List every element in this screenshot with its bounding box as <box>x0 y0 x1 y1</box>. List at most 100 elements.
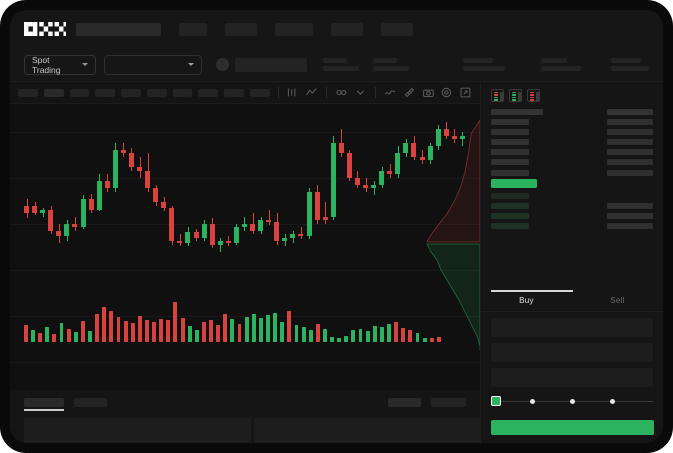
settings-gear-icon[interactable] <box>440 86 453 99</box>
drawing-tools-icon[interactable] <box>335 86 348 99</box>
slider-handle[interactable] <box>491 396 501 406</box>
candle-body <box>169 207 175 242</box>
price-chart[interactable] <box>10 104 480 390</box>
candle-wick <box>325 202 327 224</box>
volume-bar <box>330 336 334 342</box>
candle-body <box>88 198 94 210</box>
order-book-row[interactable] <box>491 159 653 166</box>
nav-search-box[interactable] <box>76 22 161 36</box>
camera-icon[interactable] <box>422 86 435 99</box>
candle-body <box>250 223 256 231</box>
candle-body <box>145 170 151 189</box>
fullscreen-icon[interactable] <box>459 86 472 99</box>
tab-buy[interactable]: Buy <box>481 290 572 311</box>
timeframe-5m[interactable] <box>43 88 64 97</box>
timeframe-15m[interactable] <box>69 88 90 97</box>
order-book-last-price[interactable] <box>491 179 653 189</box>
timeframe-1m[interactable] <box>18 88 38 97</box>
bottom-action-2[interactable] <box>431 397 466 407</box>
orders-tabs <box>10 390 480 414</box>
tab-open-orders[interactable] <box>24 397 64 407</box>
stat-24h-high <box>373 58 409 71</box>
nav-item-5[interactable] <box>381 22 413 36</box>
candle-body <box>371 184 377 189</box>
order-book-row[interactable] <box>491 128 653 135</box>
order-total-input[interactable] <box>491 368 653 387</box>
candle-body <box>112 149 118 189</box>
timeframe-1mo[interactable] <box>224 88 244 97</box>
volume-bar <box>137 316 142 342</box>
volume-bar <box>401 327 406 342</box>
volume-bar <box>365 331 370 342</box>
ticker-stats <box>323 58 649 71</box>
slider-stop-50[interactable] <box>570 398 575 404</box>
nav-item-1[interactable] <box>179 22 207 36</box>
candle-body <box>403 142 409 154</box>
bottom-action-1[interactable] <box>388 397 421 407</box>
timeframe-4h[interactable] <box>146 88 167 97</box>
timeframe-more[interactable] <box>249 88 270 97</box>
volume-bar <box>372 326 377 342</box>
timeframe-1w[interactable] <box>198 88 218 97</box>
orderbook-both-icon[interactable] <box>491 89 504 102</box>
amount-percent-slider[interactable] <box>491 395 653 407</box>
chevron-down-icon[interactable] <box>354 86 367 99</box>
okx-logo-icon[interactable] <box>24 22 66 36</box>
order-book-row[interactable] <box>491 223 653 230</box>
line-chart-icon[interactable] <box>384 86 397 99</box>
slider-stop-25[interactable] <box>530 398 535 404</box>
volume-bar <box>315 324 320 342</box>
timeframe-30m[interactable] <box>95 88 115 97</box>
orderbook-bids-icon[interactable] <box>509 89 522 102</box>
indicators-icon[interactable] <box>305 86 318 99</box>
toolbar-divider <box>326 87 328 98</box>
candle-body <box>258 220 264 231</box>
candle-body <box>354 177 360 185</box>
order-book-row[interactable] <box>491 118 653 125</box>
nav-item-3[interactable] <box>275 22 313 36</box>
stat-24h-volume <box>541 58 581 71</box>
volume-bar <box>294 325 299 342</box>
slider-stop-75[interactable] <box>610 398 615 404</box>
market-type-dropdown[interactable]: Spot Trading <box>24 54 97 75</box>
order-book-row[interactable] <box>491 169 653 176</box>
candle-body <box>395 153 401 175</box>
nav-item-4[interactable] <box>331 22 363 36</box>
tab-order-history[interactable] <box>74 397 107 407</box>
candle-body <box>201 223 207 238</box>
order-book-row[interactable] <box>491 149 653 156</box>
volume-bar <box>145 319 149 342</box>
volume-bar <box>194 329 199 342</box>
order-book-row[interactable] <box>491 192 653 199</box>
volume-bar <box>201 321 206 342</box>
candle-body <box>274 221 280 242</box>
volume-bar <box>258 318 263 342</box>
tab-sell[interactable]: Sell <box>572 290 663 311</box>
timeframe-1h[interactable] <box>121 88 141 97</box>
nav-item-2[interactable] <box>225 22 257 36</box>
orderbook-asks-icon[interactable] <box>527 89 540 102</box>
ruler-icon[interactable] <box>403 86 416 99</box>
volume-bar <box>38 333 43 342</box>
volume-bar <box>73 332 78 342</box>
bottom-card-1[interactable] <box>24 418 251 443</box>
bottom-card-2[interactable] <box>253 418 480 443</box>
timeframe-1d[interactable] <box>172 88 193 97</box>
volume-bar <box>166 319 171 342</box>
candle-body <box>322 216 328 221</box>
candle-body <box>225 241 231 243</box>
candlestick-chart-icon[interactable] <box>286 86 299 99</box>
order-amount-input[interactable] <box>491 343 653 362</box>
order-price-input[interactable] <box>491 318 653 337</box>
volume-bar <box>351 330 356 342</box>
order-book-row[interactable] <box>491 139 653 146</box>
submit-buy-button[interactable] <box>491 420 654 435</box>
candle-wick <box>123 142 125 157</box>
candle-body <box>298 234 304 236</box>
order-book-row[interactable] <box>491 213 653 220</box>
order-book-row[interactable] <box>491 203 653 210</box>
order-price <box>491 159 529 166</box>
chart-toolbar <box>10 82 480 104</box>
trading-pair-select[interactable] <box>104 54 202 75</box>
candle-body <box>161 202 167 208</box>
